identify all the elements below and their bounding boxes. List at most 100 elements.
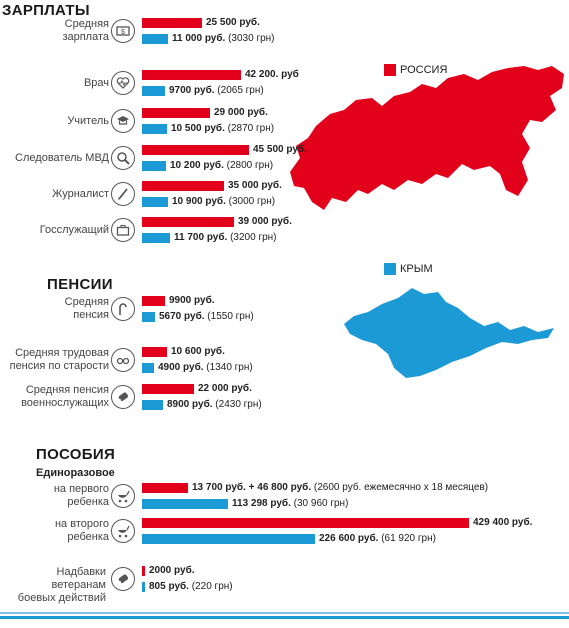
section-title-pensions: ПЕНСИИ [47, 276, 113, 293]
value-label-cr: 4900 руб. (1340 грн) [158, 362, 253, 374]
row-label: Средняя зарплата [62, 18, 109, 43]
value-label-cr: 5670 руб. (1550 грн) [159, 311, 254, 323]
bar-crimea [142, 86, 165, 96]
svg-text:$: $ [121, 29, 125, 36]
value-label-ru: 22 000 руб. [198, 383, 252, 395]
legend-crimea: КРЫМ [384, 263, 433, 275]
value-amount: 805 руб. [149, 581, 189, 592]
section-title-salaries: ЗАРПЛАТЫ [2, 2, 90, 19]
value-amount: 9900 руб. [169, 295, 215, 306]
bar-crimea [142, 534, 315, 544]
glasses-icon [111, 348, 135, 372]
value-extra: (220 грн) [188, 581, 233, 592]
section-title-benefits: ПОСОБИЯ [36, 446, 116, 463]
bar-russia [142, 566, 145, 576]
value-amount: 42 200. руб [245, 69, 299, 80]
value-label-ru: 10 600 руб. [171, 346, 225, 358]
value-label-cr: 10 900 руб. (3000 грн) [172, 196, 275, 208]
crimea-map [344, 288, 554, 378]
value-amount: 10 900 руб. [172, 196, 226, 207]
bar-russia [142, 217, 234, 227]
bar-crimea [142, 34, 168, 44]
value-label-cr: 226 600 руб. (61 920 грн) [319, 533, 436, 545]
bar-crimea [142, 161, 166, 171]
magnifier-icon [111, 146, 135, 170]
stroller-icon [111, 484, 135, 508]
value-label-ru: 2000 руб. [149, 565, 195, 577]
bar-russia [142, 145, 249, 155]
value-label-ru: 42 200. руб [245, 69, 299, 81]
value-amount: 4900 руб. [158, 362, 204, 373]
bar-russia [142, 518, 469, 528]
row-label: Средняя пенсия военнослужащих [21, 384, 109, 409]
russia-map [290, 66, 564, 210]
bar-crimea [142, 363, 154, 373]
footer-rule-light [0, 612, 569, 614]
value-amount: 10 600 руб. [171, 346, 225, 357]
value-label-ru: 13 700 руб. + 46 800 руб. (2600 руб. еже… [192, 482, 488, 494]
bar-russia [142, 384, 194, 394]
value-amount: 45 500 руб. [253, 144, 307, 155]
heart-pulse-icon [111, 71, 135, 95]
value-amount: 29 000 руб. [214, 107, 268, 118]
value-extra: (1340 грн) [203, 362, 253, 373]
value-amount: 35 000 руб. [228, 180, 282, 191]
row-label: на второго ребенка [54, 518, 109, 543]
dog-tag-icon [111, 567, 135, 591]
value-extra: (1550 грн) [204, 311, 254, 322]
value-label-cr: 11 700 руб. (3200 грн) [174, 232, 277, 244]
row-label: Средняя трудовая пенсия по старости [9, 347, 109, 372]
value-amount: 226 600 руб. [319, 533, 379, 544]
value-extra: (3000 грн) [225, 196, 276, 207]
bar-russia [142, 483, 188, 493]
value-amount: 25 500 руб. [206, 17, 260, 28]
value-extra: (2870 грн) [224, 123, 275, 134]
value-amount: 429 400 руб. [473, 517, 533, 528]
value-amount: 11 700 руб. [174, 232, 228, 243]
legend-crimea-swatch [384, 263, 396, 275]
bar-crimea [142, 197, 168, 207]
value-extra: (2800 грн) [223, 160, 274, 171]
row-label: Надбавки ветеранам боевых действий [17, 566, 106, 604]
value-extra: (30 960 грн) [290, 498, 349, 509]
bar-crimea [142, 312, 155, 322]
value-amount: 2000 руб. [149, 565, 195, 576]
value-label-ru: 25 500 руб. [206, 17, 260, 29]
value-label-ru: 35 000 руб. [228, 180, 282, 192]
value-label-cr: 11 000 руб. (3030 грн) [172, 33, 275, 45]
subhead-one-time: Единоразовое [36, 467, 115, 479]
value-label-cr: 10 200 руб. (2800 грн) [170, 160, 273, 172]
bar-crimea [142, 582, 145, 592]
value-label-cr: 9700 руб. (2065 грн) [169, 85, 264, 97]
value-amount: 113 298 руб. [232, 498, 291, 509]
value-label-cr: 113 298 руб. (30 960 грн) [232, 498, 348, 510]
value-amount: 13 700 руб. + 46 800 руб. [192, 482, 312, 493]
row-label: Учитель [67, 114, 109, 127]
row-label: Журналист [52, 187, 109, 200]
value-label-ru: 9900 руб. [169, 295, 215, 307]
value-extra: (3030 грн) [225, 33, 275, 44]
stroller-icon [111, 519, 135, 543]
legend-russia: РОССИЯ [384, 64, 447, 76]
bar-russia [142, 108, 210, 118]
dog-tag-icon [111, 385, 135, 409]
footer-rule-dark [0, 616, 569, 619]
row-label: Врач [83, 76, 109, 89]
row-label: Средняя пенсия [64, 296, 109, 321]
value-extra: (2065 грн) [214, 85, 264, 96]
value-amount: 10 500 руб. [171, 123, 225, 134]
value-label-ru: 29 000 руб. [214, 107, 268, 119]
briefcase-icon [111, 218, 135, 242]
pen-icon [111, 182, 135, 206]
row-label: Госслужащий [39, 223, 109, 236]
legend-crimea-label: КРЫМ [400, 263, 433, 275]
value-amount: 11 000 руб. [172, 33, 226, 44]
money-icon: $ [111, 19, 135, 43]
cane-icon [111, 297, 135, 321]
bar-crimea [142, 499, 228, 509]
value-label-cr: 805 руб. (220 грн) [149, 581, 233, 593]
value-amount: 8900 руб. [167, 399, 213, 410]
value-label-ru: 429 400 руб. [473, 517, 532, 529]
value-label-ru: 45 500 руб. [253, 144, 307, 156]
row-label: на первого ребенка [53, 483, 109, 508]
